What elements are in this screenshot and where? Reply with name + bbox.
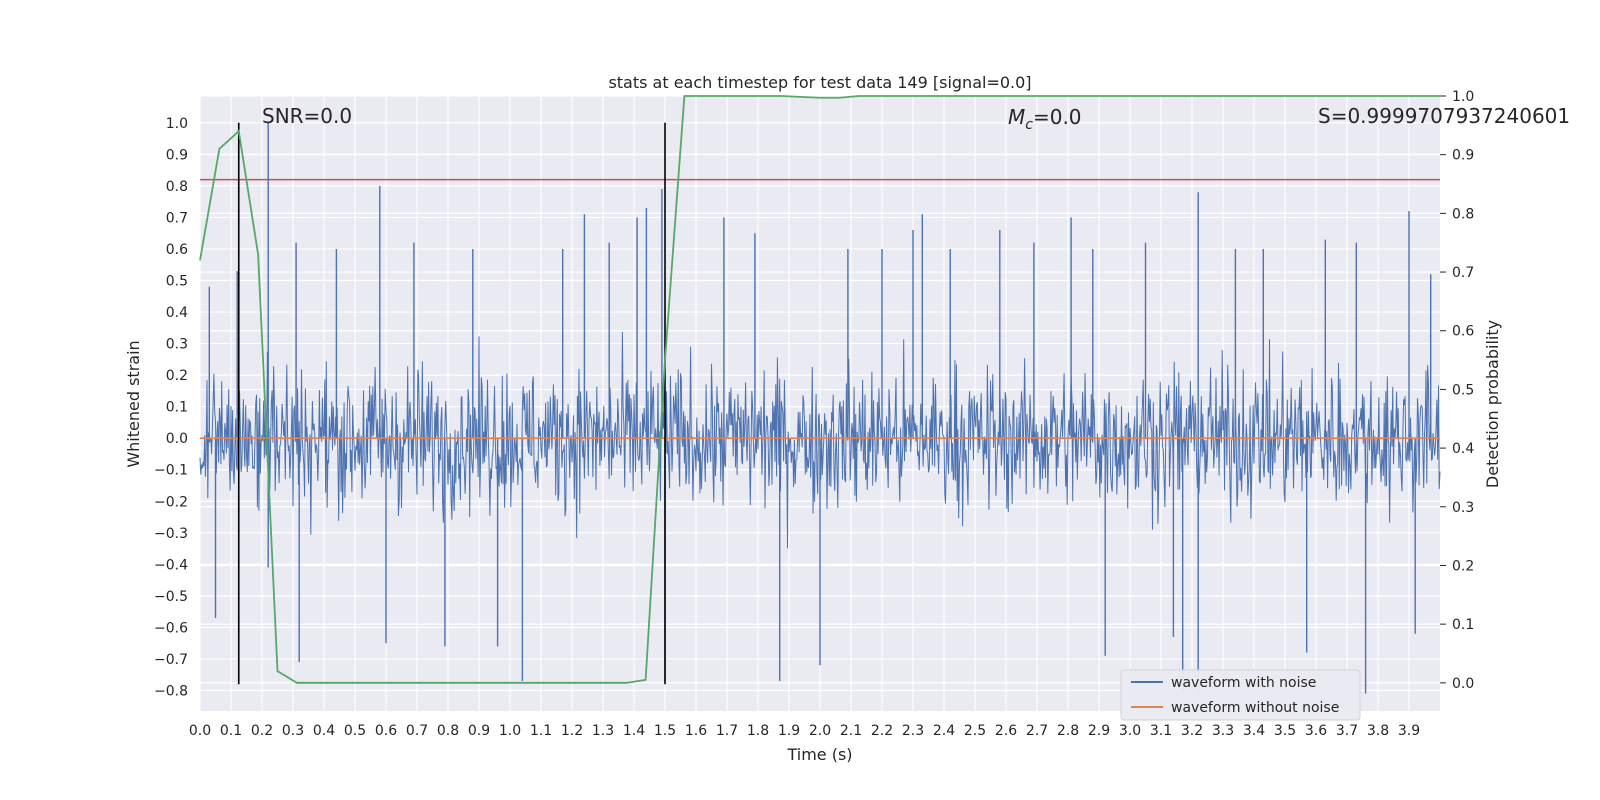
y-tick-label: −0.6 xyxy=(154,620,188,636)
y-tick-label: −0.7 xyxy=(154,652,188,668)
y-tick-label: 0.3 xyxy=(166,337,188,353)
series-layer xyxy=(199,95,1440,685)
y-right-tick-label: 0.2 xyxy=(1452,558,1474,574)
y-right-tick-label: 0.1 xyxy=(1452,617,1474,633)
x-tick-label: 1.1 xyxy=(530,723,552,739)
x-tick-label: 2.5 xyxy=(964,723,986,739)
y-axis-label: Whitened strain xyxy=(124,340,143,467)
x-tick-label: 2.8 xyxy=(1057,723,1079,739)
y-right-tick-label: 0.7 xyxy=(1452,265,1474,281)
x-tick-label: 1.2 xyxy=(561,723,583,739)
x-tick-label: 3.2 xyxy=(1181,723,1203,739)
y-right-tick-label: 0.3 xyxy=(1452,500,1474,516)
chart-title: stats at each timestep for test data 149… xyxy=(608,73,1031,92)
y-right-tick-label: 0.5 xyxy=(1452,382,1474,398)
y-right-tick-label: 0.6 xyxy=(1452,324,1474,340)
y-tick-label: −0.8 xyxy=(154,684,188,700)
series-detection-probability xyxy=(199,95,1440,684)
x-tick-label: 0.7 xyxy=(406,723,428,739)
y-right-tick-label: 0.4 xyxy=(1452,441,1474,457)
y-tick-label: −0.1 xyxy=(154,463,188,479)
chirp-mass-annotation: Mc=0.0 xyxy=(1008,105,1082,133)
x-tick-label: 2.9 xyxy=(1088,723,1110,739)
x-tick-label: 3.4 xyxy=(1243,723,1265,739)
y-tick-label: 0.6 xyxy=(166,242,188,258)
x-tick-label: 3.8 xyxy=(1367,723,1389,739)
snr-annotation: SNR=0.0 xyxy=(262,104,352,128)
x-tick-label: 1.6 xyxy=(685,723,707,739)
x-tick-label: 3.5 xyxy=(1274,723,1296,739)
x-tick-label: 0.1 xyxy=(220,723,242,739)
legend-label-noise: waveform with noise xyxy=(1171,675,1316,691)
legend-box xyxy=(1120,669,1361,721)
x-tick-label: 3.7 xyxy=(1336,723,1358,739)
y-tick-label: 0.4 xyxy=(166,305,188,321)
x-tick-label: 1.8 xyxy=(747,723,769,739)
x-tick-label: 0.6 xyxy=(375,723,397,739)
x-tick-label: 2.0 xyxy=(809,723,831,739)
y-right-tick-label: 0.9 xyxy=(1452,148,1474,164)
x-tick-label: 2.3 xyxy=(902,723,924,739)
y-right-tick-label: 0.8 xyxy=(1452,206,1474,222)
x-tick-label: 2.1 xyxy=(840,723,862,739)
y-tick-label: 0.9 xyxy=(166,147,188,163)
x-tick-label: 3.6 xyxy=(1305,723,1327,739)
y-tick-label: 1.0 xyxy=(166,116,188,132)
x-tick-label: 1.7 xyxy=(716,723,738,739)
x-tick-label: 1.4 xyxy=(623,723,645,739)
x-tick-label: 0.3 xyxy=(282,723,304,739)
x-tick-label: 2.2 xyxy=(871,723,893,739)
y-right-tick-label: 1.0 xyxy=(1452,89,1474,105)
x-tick-label: 2.6 xyxy=(995,723,1017,739)
mc-symbol: M xyxy=(1008,105,1025,129)
series-waveform-with-noise xyxy=(199,122,1441,694)
x-tick-label: 0.0 xyxy=(189,723,211,739)
y-tick-label: 0.7 xyxy=(166,210,188,226)
x-tick-label: 1.5 xyxy=(654,723,676,739)
x-tick-label: 1.0 xyxy=(499,723,521,739)
x-axis-label: Time (s) xyxy=(786,745,852,764)
legend: waveform with noise waveform without noi… xyxy=(1120,669,1361,721)
x-tick-label: 1.9 xyxy=(778,723,800,739)
y-tick-label: −0.5 xyxy=(154,589,188,605)
mc-subscript: c xyxy=(1025,117,1033,133)
y-right-tick-label: 0.0 xyxy=(1452,676,1474,692)
x-tick-label: 3.9 xyxy=(1398,723,1420,739)
y-tick-label: −0.4 xyxy=(154,557,188,573)
legend-label-clean: waveform without noise xyxy=(1171,700,1339,716)
x-tick-label: 0.8 xyxy=(437,723,459,739)
x-tick-label: 0.2 xyxy=(251,723,273,739)
x-tick-label: 0.5 xyxy=(344,723,366,739)
tick-labels: 0.0 0.1 0.2 0.3 0.4 0.5 0.6 0.7 0.8 0.9 1.0 1.1 1.2 1… xyxy=(154,89,1474,739)
y-tick-label: 0.8 xyxy=(166,179,188,195)
x-tick-label: 2.4 xyxy=(933,723,955,739)
svg-text:Mc=0.0: Mc=0.0 xyxy=(1008,105,1082,133)
x-tick-label: 3.3 xyxy=(1212,723,1234,739)
y-tick-label: 0.2 xyxy=(166,368,188,384)
x-tick-label: 1.3 xyxy=(592,723,614,739)
mc-value: =0.0 xyxy=(1033,105,1082,129)
x-tick-label: 0.4 xyxy=(313,723,335,739)
x-tick-label: 3.0 xyxy=(1119,723,1141,739)
x-tick-label: 2.7 xyxy=(1026,723,1048,739)
y-tick-label: −0.3 xyxy=(154,526,188,542)
y-tick-label: 0.5 xyxy=(166,274,188,290)
y-tick-label: 0.0 xyxy=(166,431,188,447)
y-tick-label: −0.2 xyxy=(154,494,188,510)
score-annotation: S=0.9999707937240601 xyxy=(1318,104,1570,128)
x-tick-label: 0.9 xyxy=(468,723,490,739)
x-tick-label: 3.1 xyxy=(1150,723,1172,739)
y-axis-label-right: Detection probability xyxy=(1483,320,1502,488)
y-tick-label: 0.1 xyxy=(166,400,188,416)
